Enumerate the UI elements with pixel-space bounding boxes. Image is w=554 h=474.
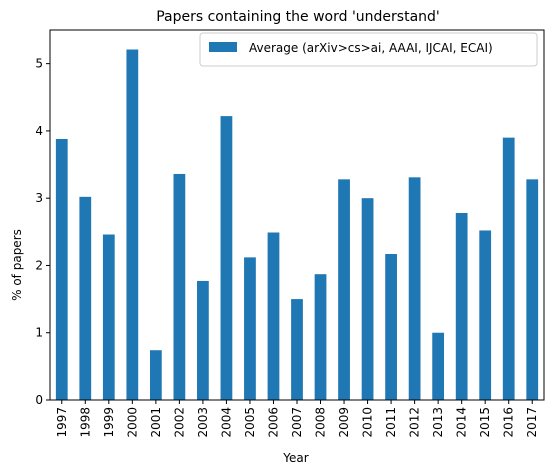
legend-box xyxy=(199,32,538,67)
bar xyxy=(173,173,186,400)
y-tick-label: 1 xyxy=(35,326,43,340)
x-tick-label: 2013 xyxy=(431,407,445,438)
bars-group xyxy=(55,49,539,401)
y-tick-label: 0 xyxy=(35,393,43,407)
x-axis: 1997 1998 1999 2000 2001 2002 2003 2004 2005 2006… xyxy=(55,400,539,438)
y-axis-label: % of papers xyxy=(10,229,24,301)
y-axis: 0 1 2 3 4 5 xyxy=(35,57,50,407)
x-tick-label: 2001 xyxy=(149,407,163,438)
bar xyxy=(244,257,256,400)
bar xyxy=(314,274,327,400)
x-tick-label: 1998 xyxy=(78,407,92,438)
legend-swatch xyxy=(209,42,237,52)
x-tick-label: 2009 xyxy=(337,407,351,438)
x-tick-label: 2007 xyxy=(290,407,304,438)
bar xyxy=(79,196,92,400)
x-tick-label: 2002 xyxy=(172,407,186,438)
bar xyxy=(502,137,515,401)
x-tick-label: 1999 xyxy=(102,407,116,438)
bar xyxy=(385,254,397,400)
y-tick-label: 4 xyxy=(35,124,43,138)
bar xyxy=(361,198,374,400)
bar xyxy=(408,177,421,400)
y-tick-label: 2 xyxy=(35,258,43,272)
bar xyxy=(526,179,539,400)
x-tick-label: 1997 xyxy=(55,407,69,438)
bar xyxy=(267,232,280,400)
bar xyxy=(220,116,233,400)
x-tick-label: 2016 xyxy=(502,407,516,438)
bar xyxy=(55,138,68,400)
legend: Average (arXiv>cs>ai, AAAI, IJCAI, ECAI) xyxy=(199,32,538,67)
x-tick-label: 2017 xyxy=(525,407,539,438)
bar xyxy=(102,234,115,400)
x-tick-label: 2011 xyxy=(384,407,398,438)
legend-label: Average (arXiv>cs>ai, AAAI, IJCAI, ECAI) xyxy=(249,41,493,55)
x-tick-label: 2000 xyxy=(125,407,139,438)
chart-title: Papers containing the word 'understand' xyxy=(156,9,440,25)
bar xyxy=(291,299,303,400)
bar xyxy=(126,49,139,400)
bar xyxy=(432,332,445,400)
bar xyxy=(455,212,468,400)
x-tick-label: 2004 xyxy=(219,407,233,438)
bar xyxy=(479,230,492,400)
x-tick-label: 2005 xyxy=(243,407,257,438)
x-tick-label: 2003 xyxy=(196,407,210,438)
x-tick-label: 2014 xyxy=(455,407,469,438)
x-axis-label: Year xyxy=(282,451,308,465)
x-tick-label: 2012 xyxy=(408,407,422,438)
bar xyxy=(338,179,350,400)
bar xyxy=(197,280,209,400)
x-tick-label: 2010 xyxy=(361,407,375,438)
x-tick-label: 2006 xyxy=(266,407,280,438)
x-tick-label: 2015 xyxy=(478,407,492,438)
y-tick-label: 5 xyxy=(35,57,43,71)
plot-frame xyxy=(49,29,545,401)
y-tick-label: 3 xyxy=(35,191,43,205)
x-tick-label: 2008 xyxy=(314,407,328,438)
bar xyxy=(149,350,162,400)
